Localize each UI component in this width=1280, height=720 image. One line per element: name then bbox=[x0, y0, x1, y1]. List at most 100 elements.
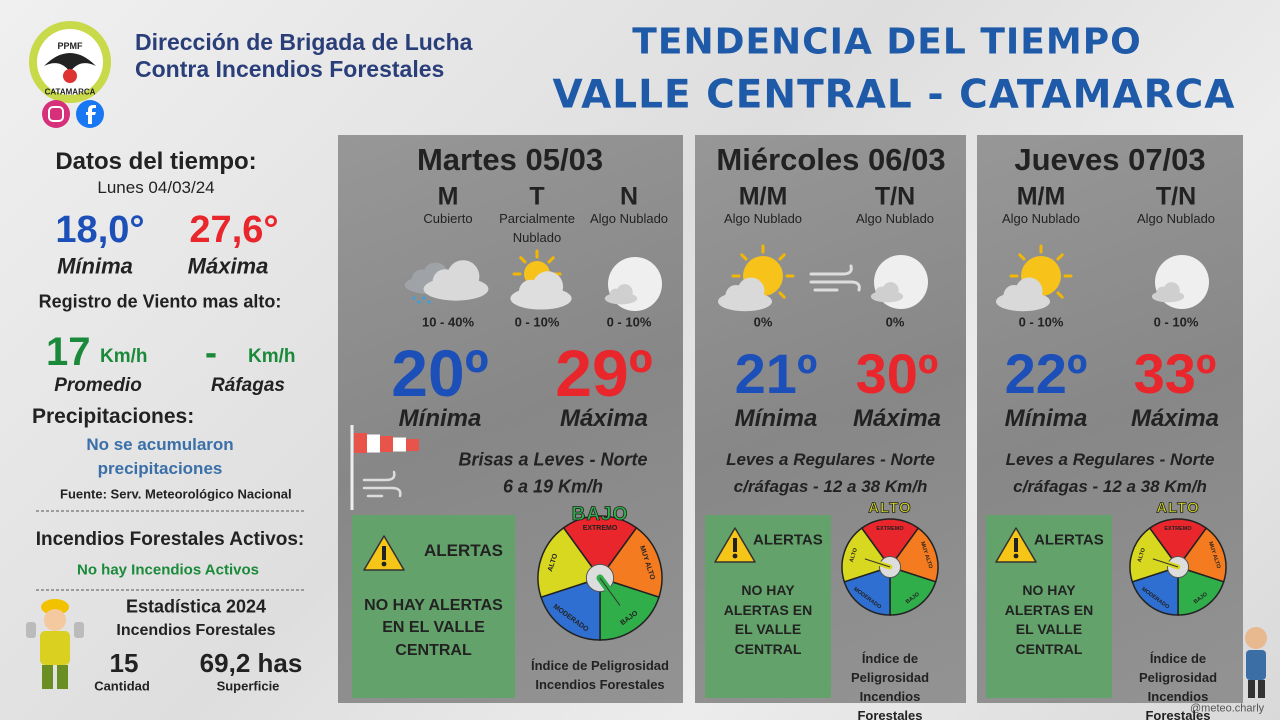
icon-part bbox=[1163, 282, 1180, 299]
gauge-sector bbox=[540, 576, 601, 641]
icon-part bbox=[519, 256, 527, 264]
gauge-sector bbox=[860, 518, 920, 569]
org-line: Contra Incendios Forestales bbox=[135, 55, 445, 82]
precip-prob: 0 - 10% bbox=[1018, 314, 1064, 330]
icon-part bbox=[778, 253, 786, 261]
period-label: M/M bbox=[738, 182, 788, 211]
sky-text: Parcialmente Nublado bbox=[499, 211, 575, 245]
gauge-sector bbox=[888, 527, 939, 583]
wind-text: Leves a Regulares - Norte bbox=[726, 450, 935, 470]
gauge-label: EXTREMO bbox=[1164, 526, 1192, 532]
sky-text: Algo Nublado bbox=[855, 211, 935, 226]
alert-text: NO HAY ALERTAS EN EL VALLE CENTRAL bbox=[723, 582, 813, 657]
icon-part bbox=[423, 260, 489, 301]
section-title: Incendios Forestales Activos: bbox=[35, 529, 305, 551]
icon-part bbox=[417, 300, 421, 304]
icon-part bbox=[382, 546, 386, 560]
period-label: M bbox=[437, 182, 459, 211]
min-temp: 21º bbox=[734, 341, 818, 405]
icon-part bbox=[604, 284, 638, 305]
wind-text: c/ráfagas - 12 a 38 Km/h bbox=[733, 477, 928, 497]
icon-part bbox=[381, 561, 387, 567]
icon-part bbox=[1248, 680, 1255, 698]
facebook-glyph bbox=[86, 105, 96, 124]
day-title: Jueves 07/03 bbox=[1014, 142, 1206, 178]
warning-icon bbox=[995, 527, 1037, 563]
icon-part bbox=[547, 256, 555, 264]
icon-part bbox=[864, 558, 891, 568]
index-text: Índice de Peligrosidad Incendios Foresta… bbox=[850, 651, 930, 720]
gauge-label: EXTREMO bbox=[583, 525, 618, 532]
gauge-sector bbox=[562, 515, 638, 580]
day-panel: EXTREMO MUY ALTO BAJO MODERADO ALTO Miércoles… bbox=[695, 135, 966, 720]
icon-part bbox=[412, 296, 416, 300]
icon-part bbox=[809, 264, 861, 292]
icon-part bbox=[1014, 538, 1018, 552]
logo-place: CATAMARCA bbox=[44, 87, 96, 97]
windsock-icon bbox=[350, 425, 419, 510]
author-figure bbox=[1245, 627, 1267, 698]
logo-flame bbox=[63, 69, 77, 83]
weather-icon bbox=[870, 255, 928, 309]
handle: @meteo.charly bbox=[1190, 702, 1265, 715]
stats-subtitle: Incendios Forestales bbox=[116, 621, 276, 639]
org-line: Dirección de Brigada de Lucha bbox=[135, 28, 473, 55]
section-title: Precipitaciones: bbox=[32, 404, 195, 428]
precip-prob: 0 - 10% bbox=[1153, 314, 1199, 330]
precip-prob: 0 - 10% bbox=[514, 314, 560, 330]
weather-icon bbox=[996, 244, 1073, 312]
icon-part bbox=[422, 296, 426, 300]
precip-prob: 10 - 40% bbox=[421, 314, 475, 330]
gauge-sector bbox=[1177, 565, 1225, 616]
icon-part bbox=[1056, 291, 1064, 299]
period-label: T/N bbox=[874, 182, 916, 211]
icon-part bbox=[870, 282, 904, 303]
icon-part bbox=[1013, 553, 1019, 559]
weather-icon bbox=[809, 264, 861, 292]
icon-part bbox=[1056, 253, 1064, 261]
icon-part bbox=[367, 434, 380, 453]
danger-level: ALTO bbox=[868, 499, 912, 517]
precip-text: No se acumularon bbox=[86, 435, 234, 455]
wind-text: Brisas a Leves - Norte bbox=[458, 449, 648, 470]
icon-part bbox=[362, 470, 402, 498]
max-temp: 30º bbox=[855, 341, 939, 405]
temp-label: Máxima bbox=[559, 405, 649, 433]
temp-label: Máxima bbox=[187, 253, 269, 279]
icon-part bbox=[1018, 253, 1026, 261]
gauge-sector bbox=[841, 527, 892, 583]
section-title: Datos del tiempo: bbox=[55, 148, 257, 176]
gauge-sector bbox=[598, 526, 663, 599]
wind-text: Leves a Regulares - Norte bbox=[1005, 450, 1215, 470]
gauge-sector bbox=[1176, 527, 1227, 583]
icon-part bbox=[510, 271, 572, 310]
index-text: Índice de Peligrosidad Incendios Foresta… bbox=[531, 658, 669, 692]
stat-label: Superficie bbox=[216, 678, 280, 694]
icon-part bbox=[1258, 680, 1265, 698]
min-temp: 20º bbox=[391, 336, 489, 411]
sky-text: Algo Nublado bbox=[589, 211, 669, 226]
alert-title: ALERTAS bbox=[424, 541, 504, 561]
icon-part bbox=[40, 631, 70, 665]
icon-part bbox=[740, 253, 748, 261]
gauge-sector bbox=[889, 565, 937, 616]
icon-part bbox=[1151, 282, 1185, 303]
icon-part bbox=[1245, 627, 1267, 649]
title: VALLE CENTRAL - CATAMARCA bbox=[552, 72, 1236, 118]
stat-label: Cantidad bbox=[94, 678, 150, 694]
sky-text: Algo Nublado bbox=[723, 211, 803, 226]
wind-text: c/ráfagas - 12 a 38 Km/h bbox=[1013, 477, 1207, 497]
instagram-icon[interactable] bbox=[42, 100, 70, 128]
warning-icon bbox=[714, 527, 756, 563]
period-label: N bbox=[619, 182, 639, 211]
firefighter-figure bbox=[26, 599, 84, 689]
icon-part bbox=[733, 538, 737, 552]
gauge-sector bbox=[1148, 518, 1208, 569]
icon-part bbox=[718, 277, 772, 312]
instagram-glyph bbox=[48, 106, 64, 122]
icon-part bbox=[380, 436, 393, 452]
fires-text: No hay Incendios Activos bbox=[77, 561, 259, 579]
min-temp: 18,0° bbox=[55, 209, 145, 252]
